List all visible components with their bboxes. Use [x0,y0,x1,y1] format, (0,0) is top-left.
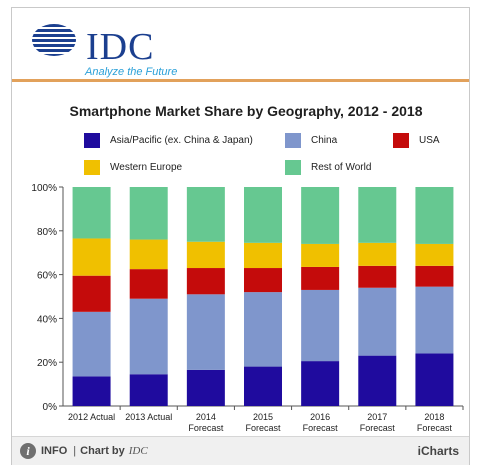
y-tick-label: 80% [37,227,57,238]
stacked-bar-plot: 0% 20% 40% 60% 80% 100% 2012 Actual 2013 Actual… [31,183,464,433]
legend-item-china[interactable]: China [285,132,337,148]
bar-segment [129,374,168,406]
bar-segment [244,292,282,367]
logo-text: IDC [86,26,155,68]
y-tick-label: 0% [43,402,58,413]
bar-segment [186,268,225,295]
bar-segment [415,353,454,406]
footer-separator: | [73,445,77,457]
legend-item-asia-pacific[interactable]: Asia/Pacific (ex. China & Japan) [84,132,253,148]
bar-segment [72,187,111,239]
legend-item-rest-of-world[interactable]: Rest of World [285,159,371,175]
legend-swatch [84,159,100,175]
x-tick-label: Forecast [303,423,339,433]
x-tick-label: Forecast [360,423,396,433]
x-tick-label: Forecast [245,423,281,433]
x-tick-label: 2018 [424,412,444,422]
info-label: INFO [41,445,68,457]
x-tick-label: Forecast [417,423,453,433]
x-tick-label: 2014 [196,412,216,422]
bar-segment [129,187,168,240]
bar-segment [415,286,454,354]
bar-segment [301,187,340,244]
legend-swatch [84,132,100,148]
x-tick-label: 2016 [310,412,330,422]
bar-segment [301,243,340,267]
header-divider [12,79,469,82]
footer: i INFO | Chart by IDC iCharts [12,436,469,465]
bar-segment [358,187,397,243]
x-tick-label: 2012 Actual [68,412,115,422]
info-button[interactable]: i INFO | Chart by IDC [20,442,148,460]
bar-segment [186,369,225,406]
bar-segment [72,238,111,276]
y-tick-label: 60% [37,271,57,282]
icharts-link[interactable]: iCharts [417,444,459,458]
legend-item-western-europe[interactable]: Western Europe [84,159,182,175]
bar-segment [129,239,168,270]
bar-segment [301,361,340,406]
y-tick-label: 100% [31,183,57,194]
bar-segment [244,187,282,243]
legend-label: Asia/Pacific (ex. China & Japan) [110,134,253,146]
chart-title: Smartphone Market Share by Geography, 20… [69,103,423,119]
legend-label: Rest of World [311,161,372,173]
x-tick-label: Forecast [188,423,224,433]
bar-segment [358,287,397,356]
bar-segment [72,376,111,406]
chart-panel: Smartphone Market Share by Geography, 20… [23,91,469,435]
idc-logo[interactable]: IDC Analyze the Future [30,22,180,78]
info-icon: i [20,443,36,459]
legend-swatch [393,132,409,148]
bar-segment [186,294,225,370]
bar-segment [244,268,282,293]
bar-segment [72,311,111,377]
x-tick-label: 2015 [253,412,273,422]
bar-segment [301,289,340,362]
legend-label: China [311,134,338,146]
legend-swatch [285,159,301,175]
bar-segment [186,187,225,242]
chart-by-brand: IDC [128,445,148,457]
y-tick-label: 40% [37,314,57,325]
bar-segment [244,242,282,269]
x-tick-label: 2017 [367,412,387,422]
bar-segment [186,241,225,269]
bar-segment [72,275,111,312]
bar-segment [301,266,340,290]
legend-item-usa[interactable]: USA [393,132,440,148]
y-tick-label: 20% [37,358,57,369]
bar-segment [244,366,282,406]
bar-segment [415,265,454,287]
bar-segment [129,269,168,299]
bar-segment [358,355,397,406]
bar-segment [129,298,168,375]
bar-segment [415,187,454,244]
x-tick-label: 2013 Actual [125,412,172,422]
header: IDC Analyze the Future [12,8,469,79]
globe-icon [32,24,76,56]
chart-by-label: Chart by [80,445,125,457]
bar-segment [415,243,454,266]
bar-segment [358,242,397,266]
legend-label: Western Europe [110,161,183,173]
legend-swatch [285,132,301,148]
logo-tagline: Analyze the Future [85,66,178,78]
legend-label: USA [419,134,440,146]
bar-segment [358,265,397,288]
chart-widget: IDC Analyze the Future Smartphone Market… [11,7,470,465]
